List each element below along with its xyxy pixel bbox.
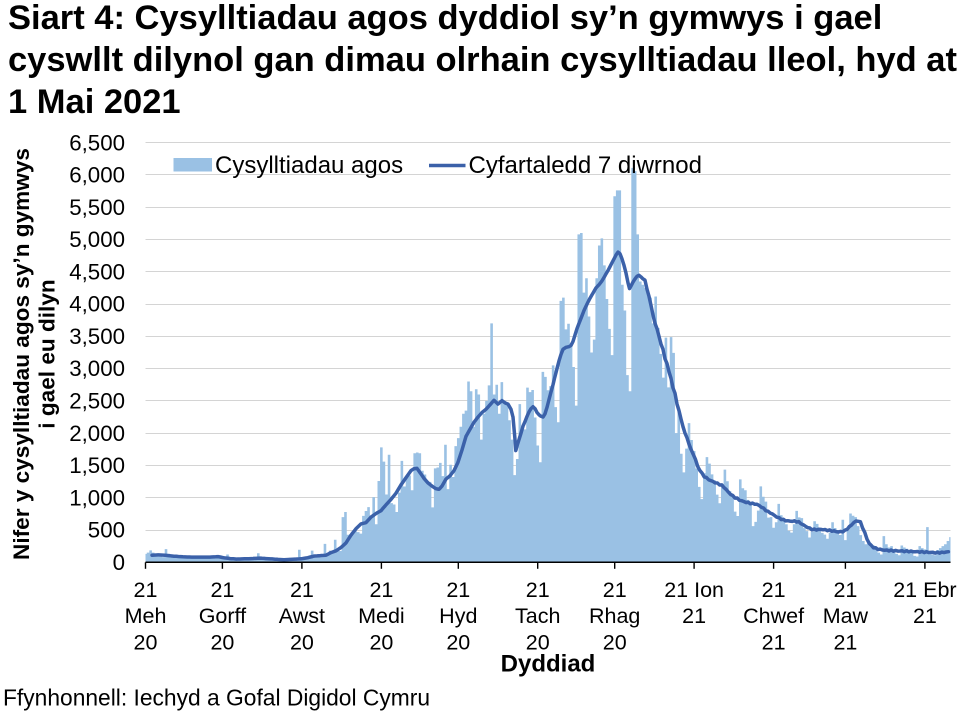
svg-text:20: 20 [210,631,234,655]
svg-text:21: 21 [603,578,627,602]
svg-text:20: 20 [446,631,470,655]
svg-text:500: 500 [88,518,125,543]
svg-text:1 Mai 2021: 1 Mai 2021 [8,83,181,121]
svg-text:Cyfartaledd 7 diwrnod: Cyfartaledd 7 diwrnod [469,152,702,179]
svg-text:6,000: 6,000 [69,163,125,188]
svg-text:21: 21 [833,631,857,655]
svg-text:0: 0 [113,550,125,575]
svg-text:Chwef: Chwef [743,604,804,628]
svg-text:20: 20 [526,631,550,655]
svg-text:21: 21 [833,578,857,602]
svg-text:Siart 4: Cysylltiadau agos dyd: Siart 4: Cysylltiadau agos dyddiol sy’n … [8,0,882,37]
svg-text:Hyd: Hyd [439,604,477,628]
svg-text:6,500: 6,500 [69,130,125,155]
svg-text:3,500: 3,500 [69,324,125,349]
svg-text:21: 21 [682,604,706,628]
svg-text:21: 21 [134,578,158,602]
svg-text:5,000: 5,000 [69,227,125,252]
svg-text:cyswllt dilynol gan dimau olrh: cyswllt dilynol gan dimau olrhain cysyll… [8,41,957,79]
svg-text:Nifer y cysylltiadau agos sy’n: Nifer y cysylltiadau agos sy’n gymwys [9,148,34,560]
svg-text:Maw: Maw [823,604,869,628]
svg-text:Cysylltiadau agos: Cysylltiadau agos [215,152,403,179]
svg-text:Medi: Medi [358,604,405,628]
svg-text:Dyddiad: Dyddiad [501,651,596,678]
svg-text:21: 21 [210,578,234,602]
svg-text:2,500: 2,500 [69,389,125,414]
svg-text:5,500: 5,500 [69,195,125,220]
svg-text:i gael eu dilyn: i gael eu dilyn [35,279,60,428]
svg-text:Awst: Awst [279,604,325,628]
svg-text:21: 21 [762,631,786,655]
svg-text:Meh: Meh [125,604,167,628]
svg-text:Tach: Tach [515,604,560,628]
svg-text:1,500: 1,500 [69,453,125,478]
svg-text:Rhag: Rhag [589,604,640,628]
svg-text:Ffynhonnell: Iechyd a Gofal Di: Ffynhonnell: Iechyd a Gofal Digidol Cymr… [3,685,430,711]
svg-text:4,000: 4,000 [69,292,125,317]
svg-text:21 Ebr: 21 Ebr [893,578,956,602]
svg-text:21: 21 [526,578,550,602]
svg-text:21: 21 [290,578,314,602]
svg-text:20: 20 [290,631,314,655]
svg-text:21 Ion: 21 Ion [664,578,724,602]
svg-text:21: 21 [446,578,470,602]
svg-text:21: 21 [369,578,393,602]
svg-text:Gorff: Gorff [199,604,246,628]
svg-text:21: 21 [762,578,786,602]
svg-text:3,000: 3,000 [69,356,125,381]
svg-text:20: 20 [134,631,158,655]
svg-text:21: 21 [913,604,937,628]
svg-text:20: 20 [603,631,627,655]
svg-text:20: 20 [369,631,393,655]
svg-text:2,000: 2,000 [69,421,125,446]
svg-text:1,000: 1,000 [69,485,125,510]
svg-text:4,500: 4,500 [69,259,125,284]
